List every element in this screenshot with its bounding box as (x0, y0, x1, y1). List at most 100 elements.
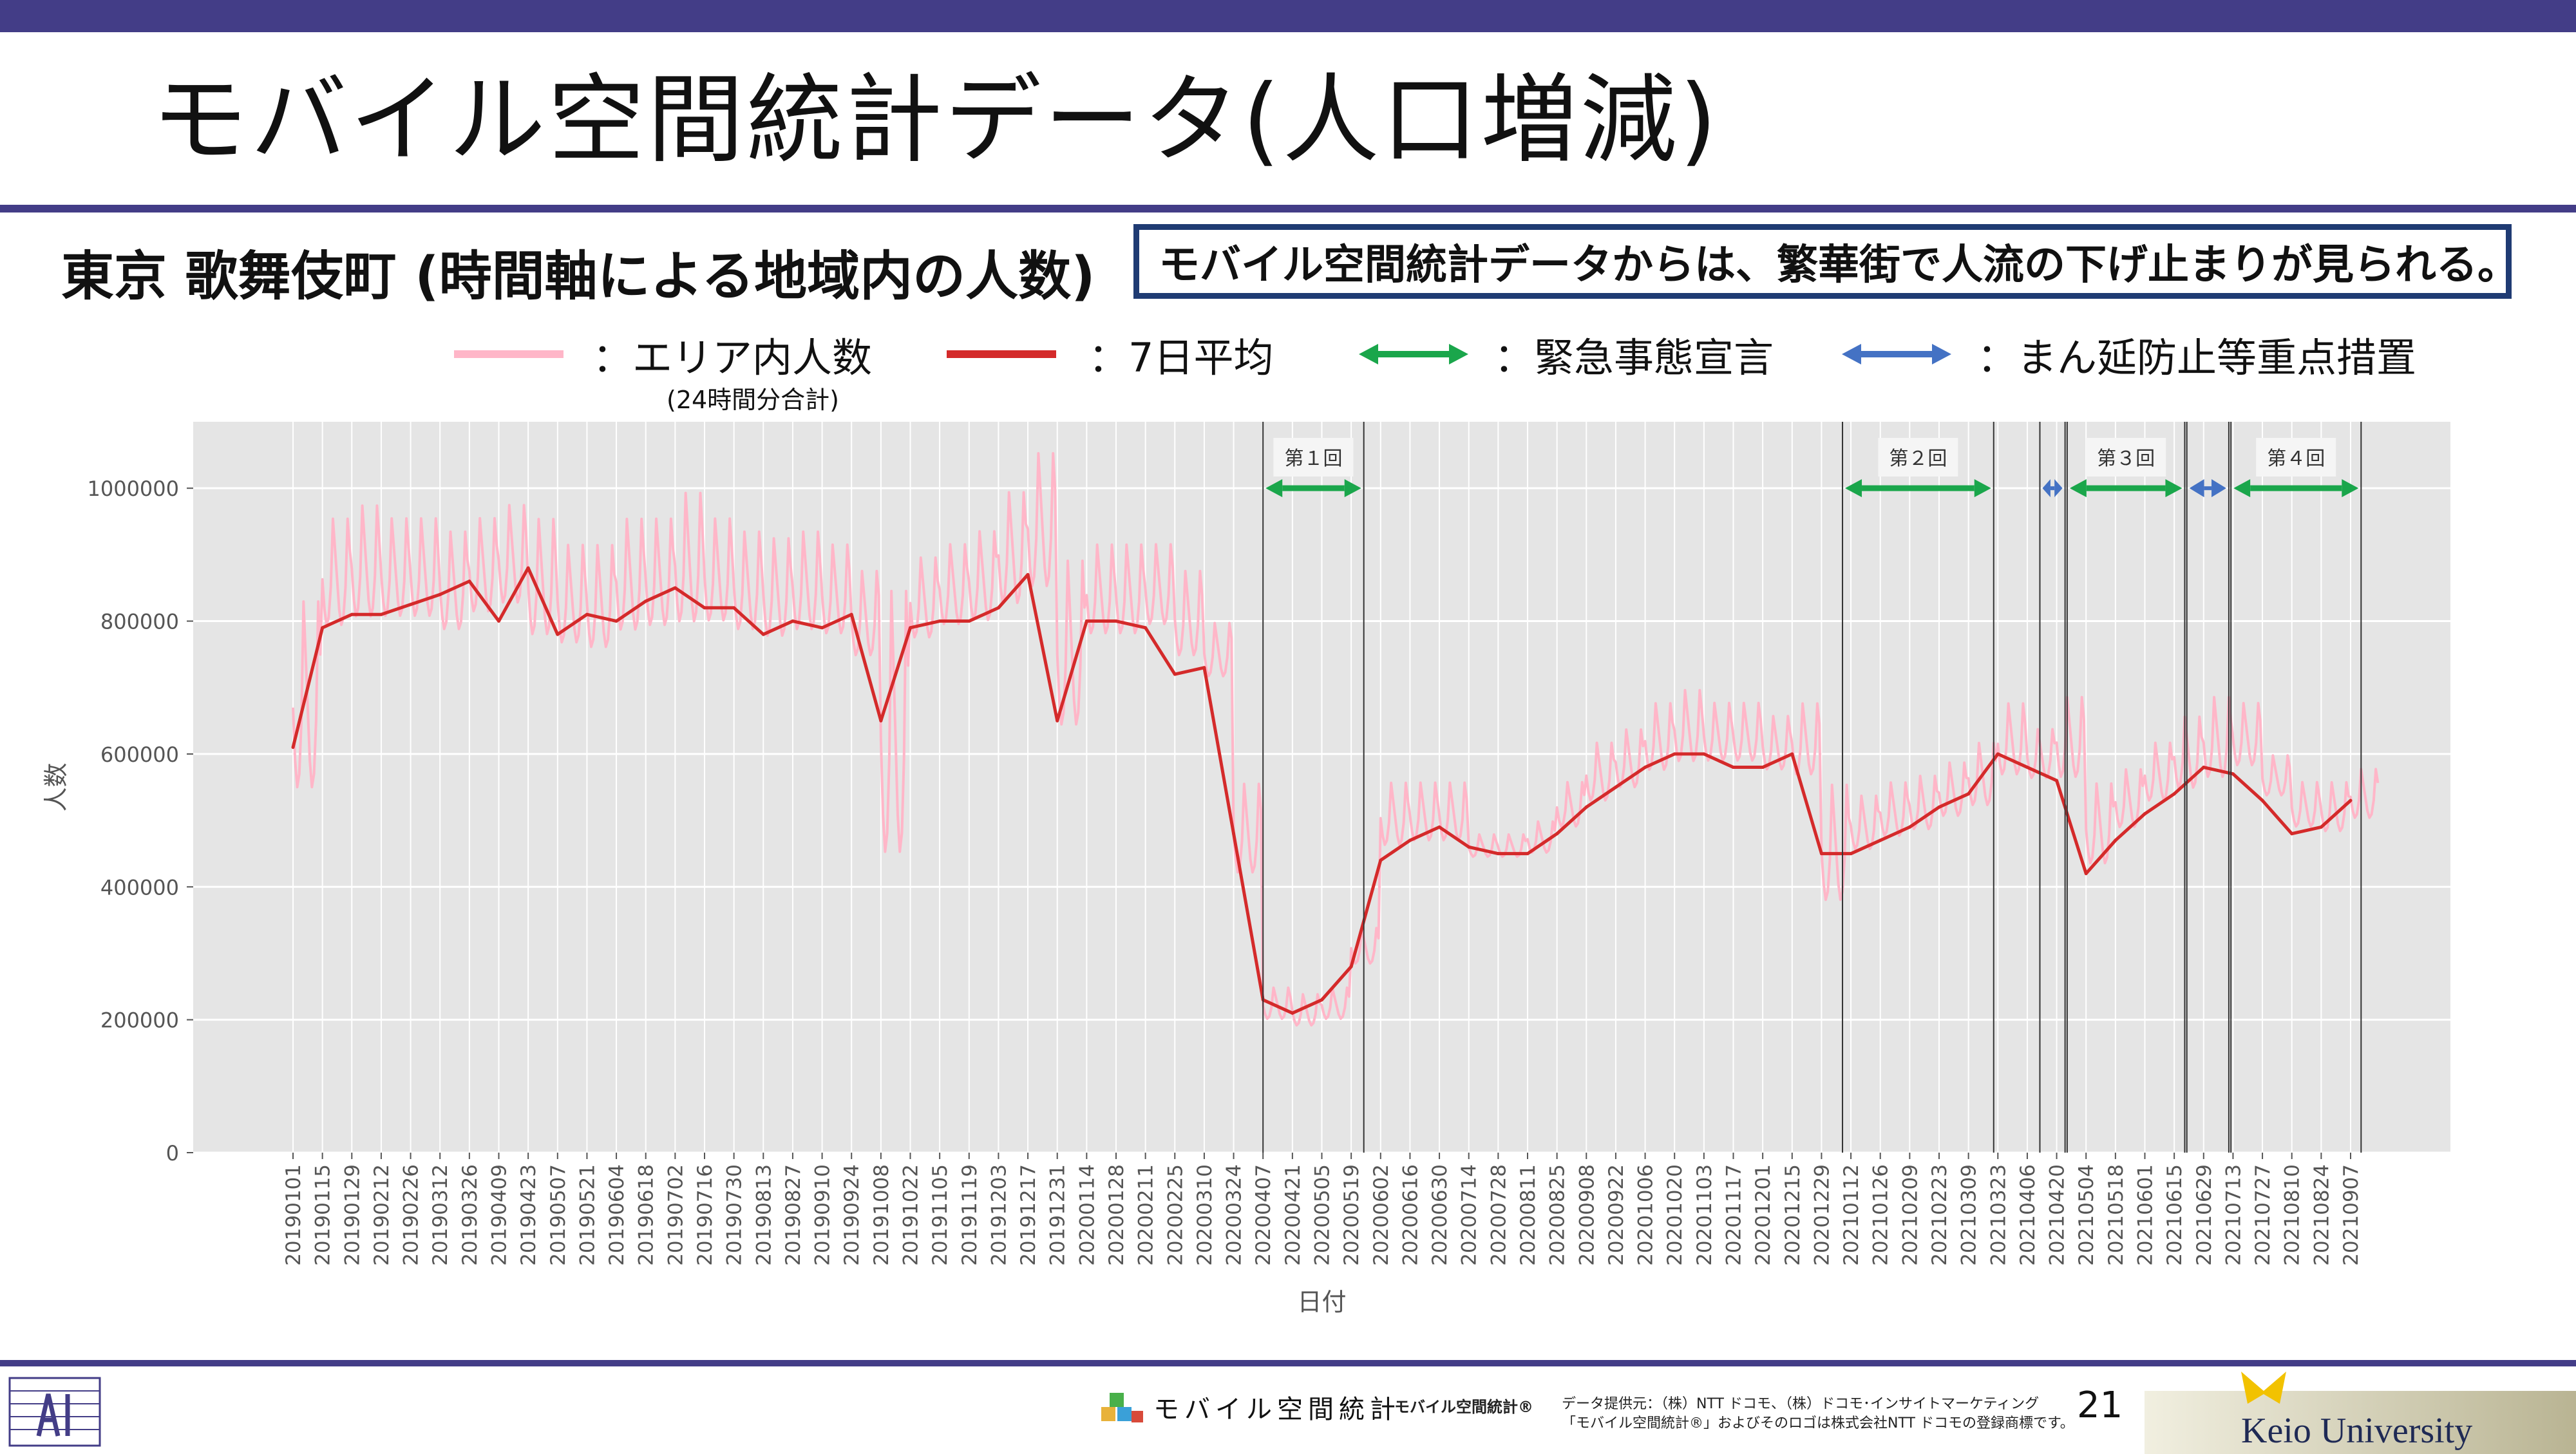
avg-point (1761, 766, 1765, 769)
x-tick-label: 20210420 (2046, 1164, 2069, 1266)
avg-point (1790, 752, 1794, 756)
avg-point (1232, 832, 1236, 836)
x-tick-label: 20210309 (1958, 1164, 1981, 1266)
x-tick-label: 20210629 (2193, 1164, 2216, 1266)
x-tick-label: 20201006 (1634, 1164, 1658, 1266)
x-tick-label: 20190312 (429, 1164, 452, 1266)
arrow-head-left (2189, 479, 2204, 498)
avg-point (468, 580, 471, 583)
x-tick-label: 20200421 (1282, 1164, 1305, 1266)
x-tick-label: 20200225 (1164, 1164, 1187, 1266)
period-label-box (2256, 438, 2336, 477)
priority-arrow (2042, 479, 2063, 498)
x-tick-label: 20210518 (2105, 1164, 2128, 1266)
x-tick-label: 20190924 (840, 1164, 864, 1266)
mobile-stats-logo: モバイル空間統計 (1098, 1388, 1401, 1426)
arrow-head-left (2233, 479, 2251, 498)
x-tick-label: 20210209 (1899, 1164, 1922, 1266)
y-tick-label: 1000000 (87, 477, 179, 501)
x-tick-label: 20210504 (2075, 1164, 2098, 1266)
period-label: 第１回 (1284, 448, 1342, 470)
x-tick-label: 20210112 (1840, 1164, 1863, 1266)
avg-point (1937, 805, 1941, 809)
avg-point (1408, 838, 1412, 842)
x-tick-label: 20190115 (312, 1164, 335, 1266)
avg-point (1908, 825, 1911, 829)
x-tick-label: 20191105 (929, 1164, 952, 1266)
period-label: 第４回 (2267, 448, 2325, 470)
avg-point (1467, 845, 1471, 849)
x-tick-label: 20190423 (517, 1164, 540, 1266)
avg-point (2319, 825, 2323, 829)
avg-point (1555, 832, 1559, 836)
x-tick-label: 20200602 (1370, 1164, 1393, 1266)
period-label-box (2086, 438, 2166, 477)
x-tick-label: 20190910 (811, 1164, 835, 1266)
priority-arrow (2189, 479, 2226, 498)
x-tick-label: 20201229 (1810, 1164, 1833, 1266)
avg-point (2143, 812, 2146, 816)
avg-point (2025, 766, 2029, 769)
legend-area: ：エリア内人数 (454, 325, 872, 383)
avg-point (1996, 752, 2000, 756)
avg-point (1084, 619, 1088, 623)
x-tick-label: 20190129 (341, 1164, 364, 1266)
x-tick-label: 20210601 (2134, 1164, 2157, 1266)
legend-emergency-arrow (1359, 344, 1468, 364)
avg-point (1496, 852, 1500, 856)
arrow-head-left (1845, 479, 1862, 498)
area-series-line (292, 452, 2380, 1027)
arrow-head-left (2069, 479, 2087, 498)
avg-point (1819, 852, 1823, 856)
avg-point (1526, 852, 1530, 856)
x-tick-label: 20190521 (576, 1164, 599, 1266)
avg-point (909, 626, 912, 630)
x-tick-label: 20210323 (1987, 1164, 2010, 1266)
avg-point (1291, 1011, 1294, 1015)
avg-point (1349, 965, 1353, 968)
avg-point (820, 626, 824, 630)
avg-point (526, 566, 530, 570)
legend-area-note: (24時間分合計) (667, 386, 840, 414)
avg-point (379, 612, 383, 616)
avg-point (703, 606, 706, 610)
x-tick-label: 20201215 (1781, 1164, 1804, 1266)
x-tick-label: 20190827 (782, 1164, 805, 1266)
avg-point (2231, 772, 2235, 776)
x-tick-label: 20200728 (1487, 1164, 1510, 1266)
avg-point (996, 606, 1000, 610)
arrow-head-right (2165, 479, 2183, 498)
avg-point (1173, 672, 1177, 676)
avg-point (1702, 752, 1706, 756)
avg-point (2349, 798, 2353, 802)
arrow-head-left (1265, 479, 1283, 498)
x-tick-label: 20190101 (282, 1164, 305, 1266)
slide-title: モバイル空間統計データ(人口増減) (151, 64, 1720, 176)
x-tick-label: 20200114 (1075, 1164, 1099, 1266)
emergency-arrow (1265, 479, 1361, 498)
avg-point (1879, 838, 1882, 842)
avg-point (350, 612, 354, 616)
x-tick-label: 20210615 (2163, 1164, 2186, 1266)
x-tick-label: 20210824 (2310, 1164, 2333, 1266)
callout-box: モバイル空間統計データからは、繁華街で人流の下げ止まりが見られる。 (1133, 224, 2519, 299)
arrow-head-right (2054, 479, 2063, 498)
avg-point (409, 603, 413, 607)
source-line-2: 「モバイル空間統計®」およびそのロゴは株式会社NTT ドコモの登録商標です。 (1562, 1415, 2074, 1431)
pen-crest-icon (2241, 1372, 2286, 1404)
avg-point (1114, 619, 1118, 623)
avg-point (2114, 838, 2117, 842)
avg-point (879, 719, 883, 722)
x-tick-label: 20201020 (1663, 1164, 1687, 1266)
x-tick-label: 20191119 (958, 1164, 981, 1266)
footer-divider (0, 1360, 2576, 1366)
x-tick-label: 20201103 (1693, 1164, 1716, 1266)
avg-point (1732, 766, 1735, 769)
avg-point (556, 632, 560, 636)
arrow-head-right (2211, 479, 2226, 498)
legend-avg: ：7日平均 (947, 325, 1273, 383)
x-tick-label: 20200714 (1458, 1164, 1481, 1266)
arrow-head-left (2042, 479, 2050, 498)
x-tick-label: 20190604 (605, 1164, 629, 1266)
avg-point (585, 612, 589, 616)
